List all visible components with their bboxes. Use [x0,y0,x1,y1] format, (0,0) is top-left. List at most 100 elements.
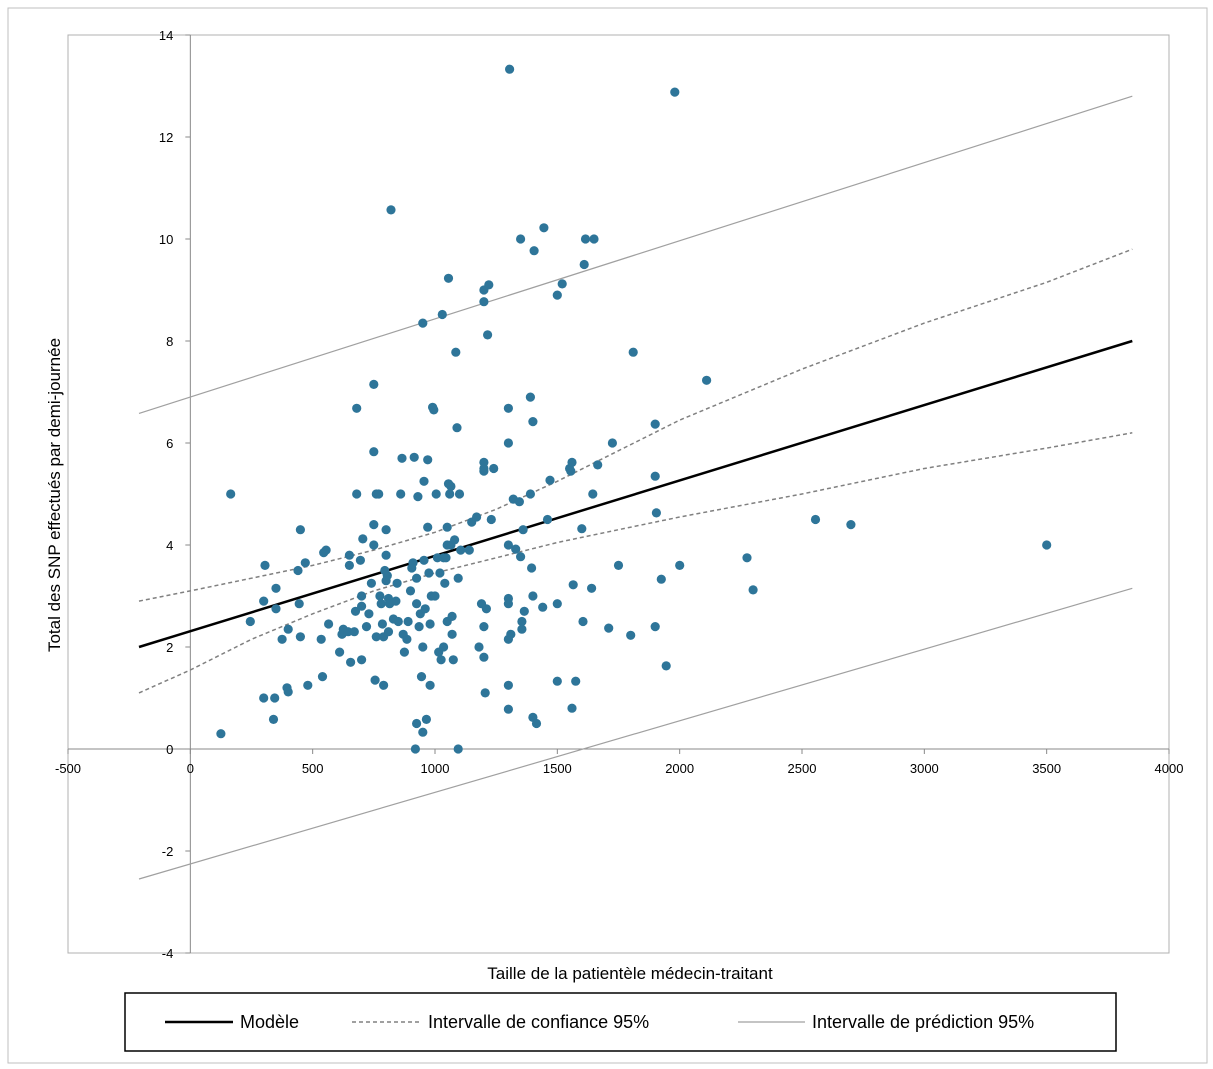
data-point [379,680,389,690]
x-tick-label: 2500 [788,761,817,776]
data-point [421,714,431,725]
x-tick-label: 3000 [910,761,939,776]
data-point [344,560,354,571]
data-point [650,419,660,429]
data-point [452,423,462,433]
data-point [317,672,328,682]
data-point [425,619,435,629]
data-point [552,676,562,686]
data-point [303,680,313,690]
data-point [579,259,589,270]
data-point [448,655,458,665]
data-point [1042,540,1052,550]
data-point [352,489,362,499]
data-point [430,591,440,601]
data-point [441,553,451,563]
data-point [429,405,439,415]
y-tick-label: 2 [166,640,173,655]
data-point [511,544,521,554]
data-point [350,606,361,616]
data-point [295,632,305,642]
legend: Modèle Intervalle de confiance 95% Inter… [124,992,1117,1052]
data-point [472,512,482,522]
legend-confidence-label: Intervalle de confiance 95% [428,1012,649,1032]
data-point [409,452,419,462]
data-point [587,583,597,593]
data-point [651,508,662,518]
y-tick-label: 8 [166,334,173,349]
data-point [369,447,379,457]
data-point [412,718,422,729]
regression-lines [138,95,1133,880]
y-tick-label: 14 [159,28,173,43]
data-point [396,489,406,499]
data-point [846,520,856,530]
data-point [453,573,463,583]
data-point [447,611,457,622]
model-line [138,339,1133,649]
data-point [483,330,493,340]
x-tick-label: 3500 [1032,761,1061,776]
data-point [226,489,236,499]
data-point [451,347,461,357]
data-point [402,634,412,644]
data-point [260,560,270,571]
data-point [479,463,489,474]
data-point [416,672,427,682]
data-point [589,234,599,244]
data-point [516,552,526,562]
data-point [391,596,401,606]
data-point [381,525,391,535]
data-point [557,279,567,289]
data-point [527,563,537,573]
y-tick-label: 6 [166,436,173,451]
data-point [418,727,428,737]
data-point [369,520,379,530]
data-point [414,622,424,632]
data-point [566,466,576,476]
data-point [357,591,367,601]
y-tick-label: 12 [159,130,173,145]
data-point [293,565,303,576]
data-point [424,568,434,578]
data-point [577,524,587,534]
data-point [571,676,581,686]
data-point [474,642,484,652]
data-point [607,438,618,448]
x-tick-label: 0 [187,761,194,776]
data-point [525,392,536,402]
x-tick-label: 1500 [543,761,572,776]
data-point [344,550,354,560]
data-point [670,87,680,97]
data-point [358,534,368,544]
data-point [370,675,380,685]
data-point [517,616,527,627]
data-point [419,476,429,486]
data-point [439,642,449,652]
chart-area-border [7,7,1208,1064]
data-point [283,687,293,697]
data-point [283,624,293,634]
data-point [405,586,416,596]
data-point [489,463,499,474]
data-point [423,522,433,532]
data-point [656,574,666,584]
data-point [518,525,528,535]
y-tick-label: 10 [159,232,173,247]
data-point [486,514,496,525]
y-axis-title: Total des SNP effectués par demi-journée [45,338,64,652]
data-point [412,573,422,583]
data-point [435,568,445,578]
data-point [503,438,513,448]
data-point [382,571,392,581]
data-point [300,558,310,568]
data-point [604,623,614,633]
data-point [531,718,542,729]
data-point [259,596,269,606]
data-point [480,688,490,698]
legend-model-label: Modèle [240,1012,299,1032]
data-point [423,455,433,465]
data-point [481,604,491,614]
data-point [346,657,356,667]
